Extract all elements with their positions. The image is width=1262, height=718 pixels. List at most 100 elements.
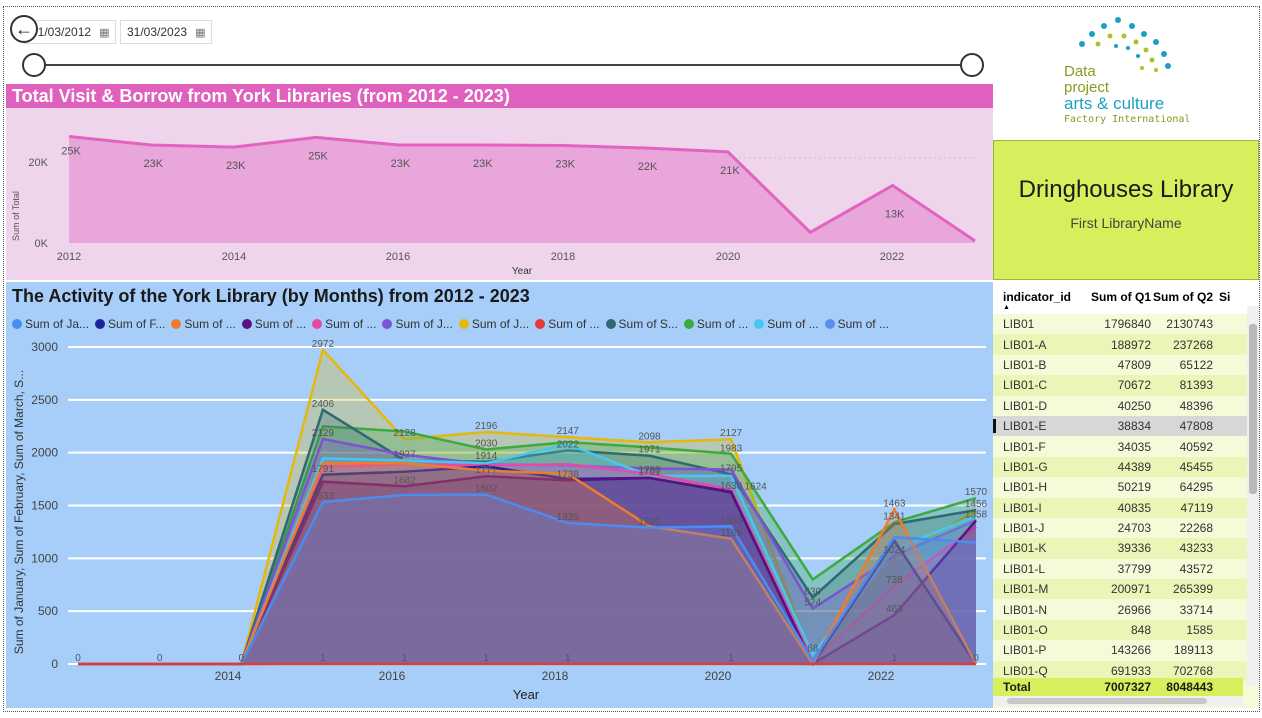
table-cell: 81393 <box>1179 378 1213 393</box>
data-label: 1 <box>565 653 571 664</box>
table-cell: LIB01-J <box>1003 521 1045 536</box>
legend-label: Sum of ... <box>837 317 889 331</box>
table-row[interactable]: LIB01 1796840 2130743 <box>993 314 1259 334</box>
data-label: 1335 <box>557 512 580 523</box>
legend-swatch <box>824 319 835 329</box>
table-row[interactable]: LIB01-M 200971 265399 <box>993 579 1259 600</box>
table-row[interactable]: LIB01-C 70672 81393 <box>993 375 1259 396</box>
data-label: 1358 <box>965 510 988 521</box>
legend-item[interactable]: Sum of J... <box>382 317 453 331</box>
legend-label: Sum of J... <box>471 317 530 331</box>
indicator-table: indicator_id ▲ Sum of Q1 Sum of Q2 Si LI… <box>993 284 1259 708</box>
y-tick-label: 1500 <box>31 499 58 513</box>
data-label: 0 <box>75 653 81 664</box>
legend-item[interactable]: Sum of ... <box>754 317 819 331</box>
logo-line-4: Factory International <box>1064 114 1191 125</box>
series-area <box>78 466 976 664</box>
vertical-scrollbar[interactable] <box>1247 306 1259 686</box>
logo-line-2: project <box>1064 79 1110 96</box>
scrollbar-thumb[interactable] <box>1249 324 1257 494</box>
table-cell: LIB01-C <box>1003 378 1048 393</box>
table-cell: LIB01-O <box>1003 623 1048 638</box>
data-label: 23K <box>473 158 493 170</box>
back-arrow-icon[interactable]: ← <box>10 15 38 43</box>
table-row[interactable]: LIB01-J 24703 22268 <box>993 518 1259 538</box>
table-cell: LIB01-Q <box>1003 663 1048 678</box>
table-row[interactable]: LIB01-O 848 1585 <box>993 619 1259 641</box>
series-area <box>78 464 976 664</box>
legend-item[interactable]: Sum of J... <box>458 317 530 331</box>
table-row[interactable]: LIB01-Q 691933 702768 <box>993 660 1259 682</box>
legend-item[interactable]: Sum of ... <box>824 317 889 331</box>
column-header-indicator-id[interactable]: indicator_id ▲ <box>993 290 1089 311</box>
column-header-truncated[interactable]: Si <box>1219 290 1231 304</box>
start-date-input[interactable]: 01/03/2012 ▦ <box>24 20 117 44</box>
table-body: LIB01 1796840 2130743 LIB01-A 188972 237268 LI… <box>993 314 1259 682</box>
table-cell: LIB01-F <box>1003 439 1046 454</box>
table-cell: LIB01-A <box>1003 337 1047 352</box>
calendar-icon[interactable]: ▦ <box>99 25 110 39</box>
series-line <box>68 135 976 243</box>
x-tick-2022: 2022 <box>880 251 904 263</box>
table-cell: 47119 <box>1180 500 1213 515</box>
series-area <box>78 494 976 664</box>
table-cell: 44389 <box>1117 459 1151 474</box>
legend-swatch <box>171 319 182 329</box>
table-cell: 22268 <box>1179 521 1213 536</box>
horizontal-scrollbar[interactable] <box>993 696 1243 706</box>
table-row[interactable]: LIB01-I 40835 47119 <box>993 497 1259 518</box>
total-q2: 8048443 <box>1166 680 1213 694</box>
table-row[interactable]: LIB01-D 40250 48396 <box>993 396 1259 416</box>
data-label: 25K <box>61 146 81 158</box>
calendar-icon[interactable]: ▦ <box>195 25 206 39</box>
table-row[interactable]: LIB01-G 44389 45455 <box>993 456 1259 478</box>
table-total-row: Total 7007327 8048443 <box>993 678 1243 696</box>
table-cell: 40835 <box>1117 500 1151 515</box>
data-label: 23K <box>144 158 164 170</box>
table-cell: 188972 <box>1110 337 1151 352</box>
legend-item[interactable]: Sum of Ja... <box>12 317 89 331</box>
table-cell: 1585 <box>1186 623 1213 638</box>
report-canvas <box>3 6 1260 712</box>
table-row[interactable]: LIB01-H 50219 64295 <box>993 477 1259 497</box>
library-name-value: Dringhouses Library <box>1018 176 1234 203</box>
table-cell: 37799 <box>1117 561 1151 576</box>
monthly-activity-chart-panel: The Activity of the York Library (by Mon… <box>6 282 993 708</box>
table-row[interactable]: LIB01-P 143266 189113 <box>993 640 1259 660</box>
horizontal-scrollbar-thumb[interactable] <box>1007 698 1207 704</box>
data-label: 2147 <box>557 426 580 437</box>
legend-item[interactable]: Sum of ... <box>683 317 748 331</box>
table-row[interactable]: LIB01-N 26966 33714 <box>993 599 1259 619</box>
data-label: 1341 <box>883 511 906 522</box>
table-row[interactable]: LIB01-F 34035 40592 <box>993 436 1259 456</box>
legend-item[interactable]: Sum of ... <box>171 317 236 331</box>
table-row[interactable]: LIB01-B 47809 65122 <box>993 355 1259 375</box>
logo-line-1: Data <box>1064 63 1096 80</box>
data-project-logo <box>1079 17 1171 72</box>
column-header-q2[interactable]: Sum of Q2 <box>1152 290 1213 304</box>
table-row[interactable]: LIB01-A 188972 237268 <box>993 334 1259 355</box>
y-tick-20k: 20K <box>28 157 48 169</box>
date-range-start-handle[interactable] <box>22 53 46 77</box>
date-range-slider-track[interactable] <box>34 64 972 66</box>
table-row[interactable]: LIB01-L 37799 43572 <box>993 559 1259 579</box>
legend-item[interactable]: Sum of ... <box>535 317 600 331</box>
column-header-q1[interactable]: Sum of Q1 <box>1090 290 1151 304</box>
table-row[interactable]: LIB01-E 38834 47808 <box>993 415 1259 437</box>
table-cell: 200971 <box>1110 582 1151 597</box>
legend-swatch <box>312 319 323 329</box>
end-date-input[interactable]: 31/03/2023 ▦ <box>120 20 213 44</box>
legend-swatch <box>382 319 393 329</box>
legend-item[interactable]: Sum of F... <box>95 317 165 331</box>
table-cell: 24703 <box>1117 521 1151 536</box>
data-label: 1738 <box>557 469 580 480</box>
legend-label: Sum of ... <box>254 317 307 331</box>
legend-item[interactable]: Sum of ... <box>241 317 307 331</box>
legend-item[interactable]: Sum of ... <box>312 317 376 331</box>
table-cell: 40592 <box>1179 439 1213 454</box>
data-label: 2196 <box>475 421 498 432</box>
logo-dots-icon <box>1079 17 1171 72</box>
table-row[interactable]: LIB01-K 39336 43233 <box>993 538 1259 559</box>
legend-item[interactable]: Sum of S... <box>605 317 678 331</box>
date-range-end-handle[interactable] <box>960 53 984 77</box>
